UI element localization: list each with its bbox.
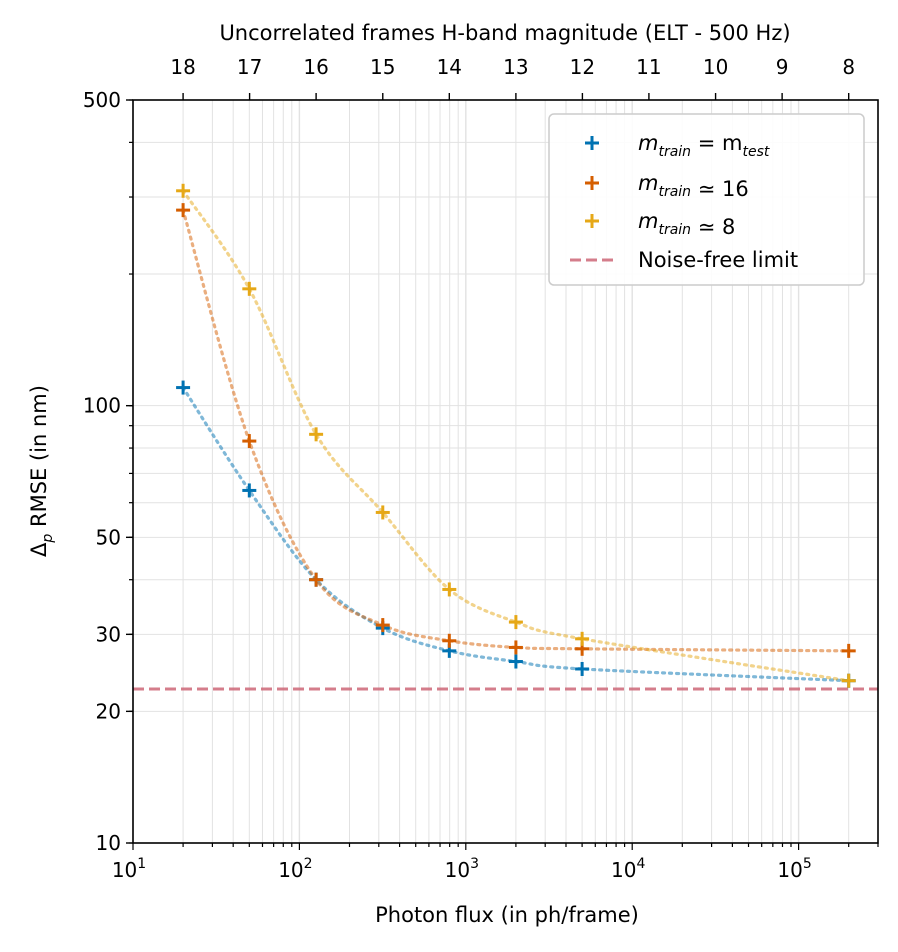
x-tick-label: 103 bbox=[445, 856, 479, 882]
legend-label-part: train bbox=[658, 184, 691, 200]
series-1-point bbox=[176, 203, 191, 218]
legend-label-part: m bbox=[638, 131, 658, 155]
series-2-point bbox=[309, 427, 324, 442]
series-1-point bbox=[375, 618, 390, 633]
x-axis-title: Photon flux (in ph/frame) bbox=[375, 903, 639, 927]
top-tick-label: 17 bbox=[237, 55, 262, 79]
y-tick-label: 500 bbox=[83, 88, 121, 112]
top-tick-label: 16 bbox=[303, 55, 328, 79]
legend-label-part: ≃ 8 bbox=[691, 215, 735, 239]
x-tick-exponent: 2 bbox=[304, 856, 313, 872]
x-tick-base: 10 bbox=[112, 858, 137, 882]
axes-box bbox=[132, 99, 879, 844]
series-2-point bbox=[508, 615, 523, 630]
secondary-x-axis-title: Uncorrelated frames H-band magnitude (EL… bbox=[219, 21, 790, 45]
series-1-point bbox=[309, 572, 324, 587]
x-tick-label: 101 bbox=[112, 856, 146, 882]
x-tick-exponent: 5 bbox=[803, 856, 812, 872]
legend-label-2: mtrain ≃ 8 bbox=[638, 209, 735, 239]
top-tick-label: 10 bbox=[703, 55, 728, 79]
y-tick-label: 50 bbox=[96, 525, 121, 549]
x-tick-base: 10 bbox=[445, 858, 470, 882]
series-2-point bbox=[375, 505, 390, 520]
legend-label-part: train bbox=[658, 144, 691, 160]
series-2-point bbox=[575, 631, 590, 646]
legend-marker-2 bbox=[585, 214, 599, 228]
series-1-point bbox=[242, 434, 257, 449]
legend-label-1: mtrain ≃ 16 bbox=[638, 171, 749, 201]
series-2-point bbox=[442, 582, 457, 597]
legend-label-part: = m bbox=[691, 131, 742, 155]
y-tick-label: 10 bbox=[96, 831, 121, 855]
x-tick-base: 10 bbox=[777, 858, 802, 882]
y-axis-title-subscript: p bbox=[40, 534, 56, 544]
legend-label-reference: Noise-free limit bbox=[638, 248, 798, 272]
series-0-point bbox=[242, 483, 257, 498]
series-1-point bbox=[841, 643, 856, 658]
legend-label-0: mtrain = mtest bbox=[638, 131, 770, 160]
axis-labels: Photon flux (in ph/frame) Uncorrelated f… bbox=[27, 21, 791, 927]
series-1-point bbox=[442, 633, 457, 648]
series-1-point bbox=[508, 640, 523, 655]
series-2-point bbox=[841, 673, 856, 688]
series-points bbox=[176, 183, 856, 688]
series-0-point bbox=[508, 654, 523, 669]
legend-marker-0 bbox=[585, 136, 599, 150]
x-tick-label: 105 bbox=[777, 856, 811, 882]
y-axis-title-symbol: Δ bbox=[27, 542, 51, 557]
series-0-point bbox=[176, 380, 191, 395]
x-tick-base: 10 bbox=[278, 858, 303, 882]
x-tick-exponent: 3 bbox=[470, 856, 479, 872]
top-tick-label: 13 bbox=[503, 55, 528, 79]
top-tick-label: 15 bbox=[370, 55, 395, 79]
top-tick-label: 14 bbox=[437, 55, 462, 79]
series-2-point bbox=[242, 281, 257, 296]
series-1-line bbox=[181, 208, 851, 653]
legend-label-part: ≃ 16 bbox=[691, 177, 749, 201]
x-tick-base: 10 bbox=[611, 858, 636, 882]
y-axis-title-rest: RMSE (in nm) bbox=[27, 385, 51, 534]
plot-frame bbox=[132, 99, 879, 844]
x-tick-exponent: 1 bbox=[137, 856, 146, 872]
series-0-point bbox=[575, 661, 590, 676]
legend-label-part: test bbox=[742, 144, 769, 160]
legend-box bbox=[548, 113, 865, 286]
y-tick-label: 20 bbox=[96, 699, 121, 723]
y-tick-label: 100 bbox=[83, 394, 121, 418]
legend-label-part: m bbox=[638, 209, 658, 233]
top-tick-label: 11 bbox=[636, 55, 661, 79]
y-tick-label: 30 bbox=[96, 622, 121, 646]
series-2-point bbox=[176, 183, 191, 198]
x-tick-label: 102 bbox=[278, 856, 312, 882]
top-tick-label: 8 bbox=[842, 55, 855, 79]
top-tick-label: 18 bbox=[170, 55, 195, 79]
legend-marker-1 bbox=[585, 176, 599, 190]
x-tick-label: 104 bbox=[611, 856, 645, 882]
top-tick-label: 12 bbox=[570, 55, 595, 79]
legend-label-part: train bbox=[658, 222, 691, 238]
legend-label-part: m bbox=[638, 171, 658, 195]
x-tick-exponent: 4 bbox=[636, 856, 645, 872]
top-tick-label: 9 bbox=[776, 55, 789, 79]
series-0-line bbox=[181, 385, 851, 683]
y-axis-title: Δp RMSE (in nm) bbox=[27, 385, 56, 557]
series-2-line bbox=[181, 189, 851, 683]
series-lines bbox=[181, 189, 851, 683]
